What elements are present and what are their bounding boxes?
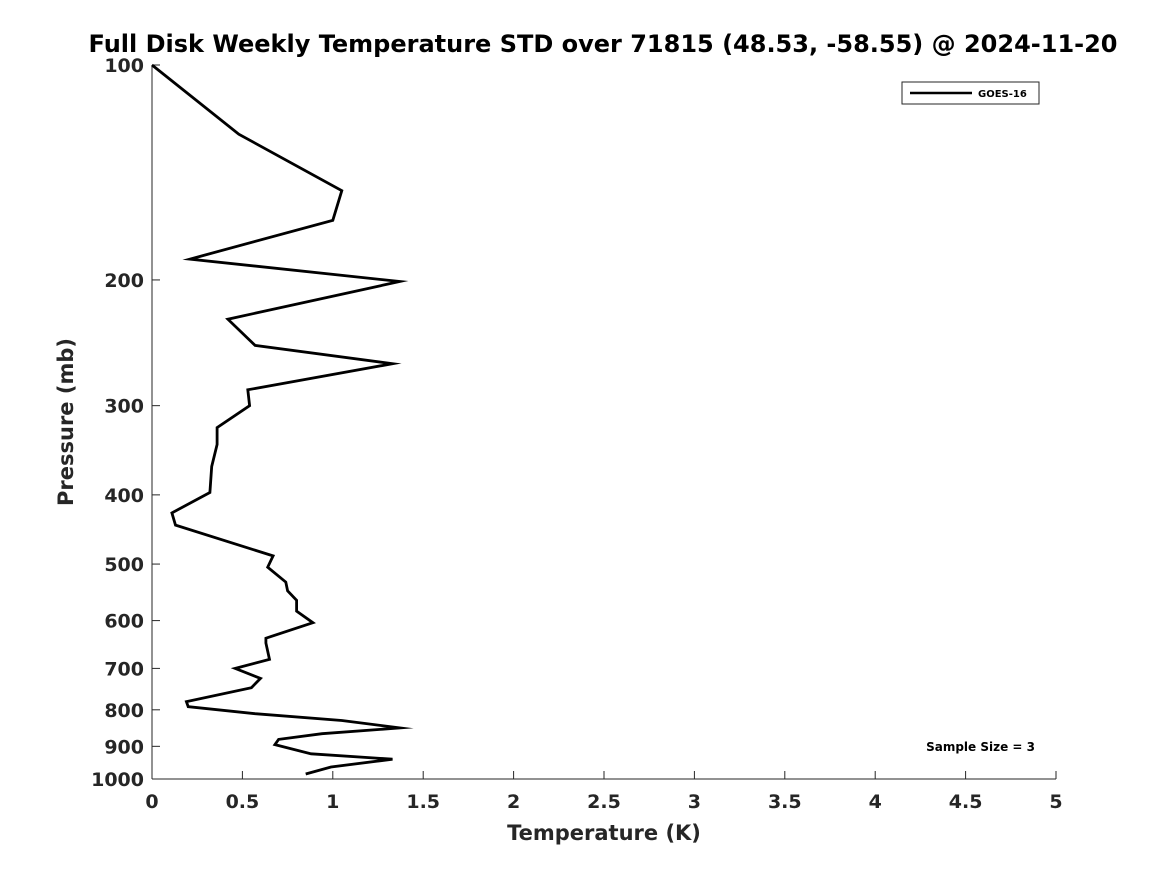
chart-title: Full Disk Weekly Temperature STD over 71… [89,30,1118,58]
x-tick-label: 5 [1049,791,1062,813]
y-tick-label: 100 [104,55,144,77]
x-tick-label: 0 [145,791,158,813]
y-tick-label: 800 [104,700,144,722]
y-tick-label: 200 [104,270,144,292]
x-tick-label: 2 [507,791,520,813]
y-tick-label: 700 [104,658,144,680]
y-ticks: 100 200 300 400 500 600 700 800 900 1000 [91,55,160,791]
x-ticks: 0 0.5 1 1.5 2 2.5 3 3.5 4 4.5 5 [145,771,1063,813]
y-tick-label: 300 [104,396,144,418]
y-tick-label: 900 [104,736,144,758]
x-tick-label: 3 [688,791,701,813]
y-tick-label: 500 [104,554,144,576]
series-layer [151,63,414,776]
x-axis-label: Temperature (K) [507,821,701,845]
x-tick-label: 4.5 [949,791,983,813]
y-tick-label: 600 [104,611,144,633]
series-line-1 [151,63,414,776]
x-tick-label: 1 [326,791,339,813]
legend-label: GOES-16 [978,89,1027,100]
sample-size-annotation: Sample Size = 3 [926,740,1035,754]
x-tick-label: 3.5 [768,791,802,813]
y-axis-label: Pressure (mb) [54,338,78,506]
y-tick-label: 1000 [91,769,144,791]
x-tick-label: 0.5 [226,791,260,813]
x-tick-label: 2.5 [587,791,621,813]
x-tick-label: 4 [869,791,882,813]
y-tick-label: 400 [104,485,144,507]
x-tick-label: 1.5 [406,791,440,813]
legend: GOES-16 [901,81,1040,105]
